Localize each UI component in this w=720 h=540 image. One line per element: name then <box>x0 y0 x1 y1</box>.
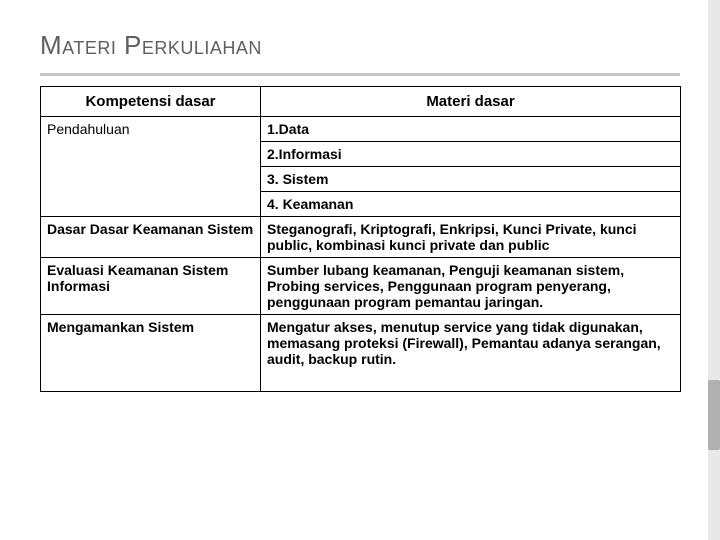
cell-pendahuluan: Pendahuluan <box>41 117 261 217</box>
scrollbar-track[interactable] <box>708 0 720 540</box>
course-material-table: Kompetensi dasar Materi dasar Pendahulua… <box>40 86 681 392</box>
table-row: Pendahuluan 1.Data <box>41 117 681 142</box>
slide-title: Materi Perkuliahan <box>40 30 680 61</box>
cell-data: 1.Data <box>261 117 681 142</box>
cell-sistem: 3. Sistem <box>261 167 681 192</box>
column-header-materi: Materi dasar <box>261 87 681 117</box>
cell-dasar-keamanan-right: Steganografi, Kriptografi, Enkripsi, Kun… <box>261 217 681 258</box>
cell-mengamankan-right: Mengatur akses, menutup service yang tid… <box>261 315 681 392</box>
column-header-kompetensi: Kompetensi dasar <box>41 87 261 117</box>
cell-evaluasi-right: Sumber lubang keamanan, Penguji keamanan… <box>261 258 681 315</box>
table-row: Evaluasi Keamanan Sistem Informasi Sumbe… <box>41 258 681 315</box>
title-accent-bar <box>40 73 680 76</box>
cell-evaluasi-left: Evaluasi Keamanan Sistem Informasi <box>41 258 261 315</box>
scrollbar-thumb[interactable] <box>708 380 720 450</box>
cell-mengamankan-left: Mengamankan Sistem <box>41 315 261 392</box>
cell-informasi: 2.Informasi <box>261 142 681 167</box>
table-row: Mengamankan Sistem Mengatur akses, menut… <box>41 315 681 392</box>
table-row: Dasar Dasar Keamanan Sistem Steganografi… <box>41 217 681 258</box>
cell-dasar-keamanan-left: Dasar Dasar Keamanan Sistem <box>41 217 261 258</box>
cell-keamanan: 4. Keamanan <box>261 192 681 217</box>
table-header-row: Kompetensi dasar Materi dasar <box>41 87 681 117</box>
